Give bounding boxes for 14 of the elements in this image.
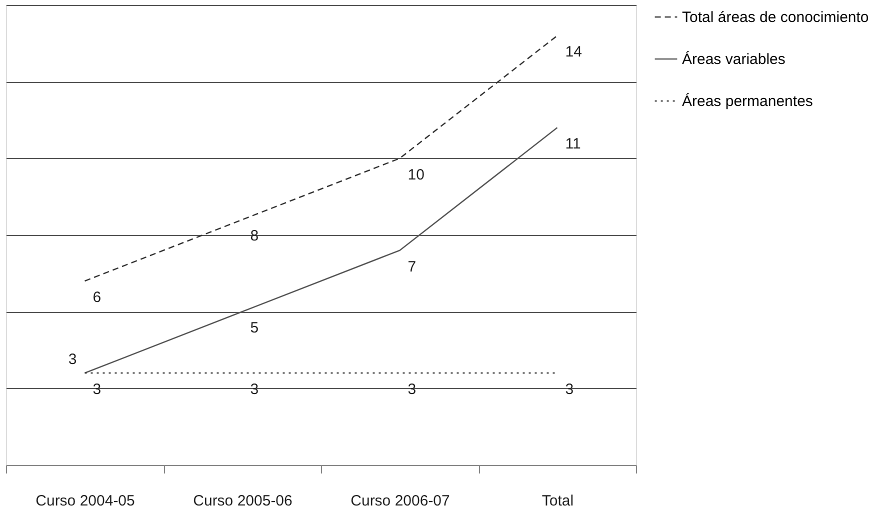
x-tick-label: Curso 2006-07 <box>350 492 450 510</box>
x-tick-label: Curso 2004-05 <box>36 492 135 510</box>
x-tick-label: Total <box>542 492 574 510</box>
legend-label: Total áreas de conocimiento <box>682 9 869 26</box>
data-label: 5 <box>250 320 259 337</box>
data-label: 6 <box>92 289 102 306</box>
data-label: 3 <box>68 351 77 368</box>
data-label: 14 <box>565 44 582 61</box>
legend-label: Áreas permanentes <box>682 92 813 110</box>
data-label: 10 <box>408 166 424 184</box>
legend-label: Áreas variables <box>682 50 786 68</box>
x-tick-label: Curso 2005-06 <box>193 492 292 510</box>
data-label: 7 <box>408 258 416 276</box>
data-label: 11 <box>565 136 581 153</box>
